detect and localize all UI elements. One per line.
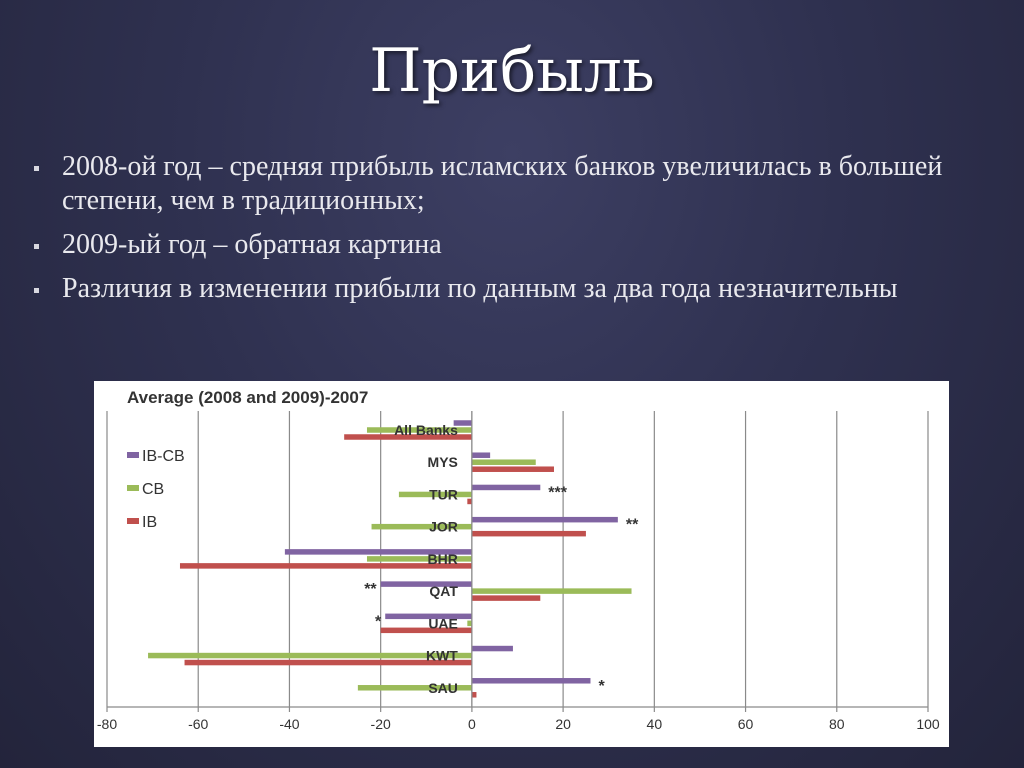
bar (371, 523, 472, 530)
slide-title: Прибыль (369, 36, 655, 106)
bar (380, 581, 472, 587)
x-tick-label: 20 (555, 716, 571, 732)
bar-chart: Average (2008 and 2009)-2007 -80 -60 -40 -20… (97, 388, 940, 732)
legend-swatch (127, 518, 139, 524)
bullet-text: Различия в изменении прибыли по данным з… (62, 273, 898, 304)
x-tick-label: 100 (916, 716, 940, 732)
bar (471, 595, 541, 601)
category-label: QAT (429, 583, 458, 599)
bullet-square-icon (34, 166, 39, 171)
bar (471, 645, 513, 652)
bar (471, 516, 618, 523)
bullet-square-icon (34, 244, 39, 249)
bullet-item: 2009-ый год – обратная картина (32, 228, 992, 262)
bar (471, 588, 632, 594)
bar (471, 452, 491, 458)
x-tick-label: -60 (188, 716, 208, 732)
bar (366, 427, 472, 433)
legend-label: IB (142, 514, 157, 531)
chart-panel: Average (2008 and 2009)-2007 -80 -60 -40 -20… (94, 381, 949, 747)
bullet-list: 2008-ой год – средняя прибыль исламских … (32, 150, 992, 316)
x-tick-label: -40 (279, 716, 299, 732)
bar (344, 434, 472, 440)
category-label: KWT (426, 648, 458, 664)
bullet-text: 2009-ый год – обратная картина (62, 229, 442, 260)
bar (380, 627, 472, 634)
legend-label: CB (142, 481, 164, 498)
bar (467, 620, 472, 627)
significance-label: *** (548, 484, 567, 501)
category-label: BHR (428, 551, 458, 567)
bar (453, 420, 472, 426)
significance-label: ** (364, 581, 377, 598)
bar (471, 530, 586, 537)
bullet-item: Различия в изменении прибыли по данным з… (32, 272, 992, 306)
bar (179, 563, 472, 569)
x-tick-label: 40 (647, 716, 663, 732)
bar (366, 556, 472, 562)
bar (385, 613, 472, 620)
significance-label: * (375, 613, 382, 630)
category-label: TUR (429, 486, 458, 502)
x-tick-label: 60 (738, 716, 754, 732)
bullet-item: 2008-ой год – средняя прибыль исламских … (32, 150, 992, 218)
category-label: UAE (428, 615, 458, 631)
bar (467, 498, 472, 505)
category-label: All Banks (394, 422, 458, 438)
bar (184, 659, 472, 666)
bar (148, 652, 472, 659)
bullet-text: 2008-ой год – средняя прибыль исламских … (62, 151, 943, 216)
legend-swatch (127, 485, 139, 491)
category-label: SAU (428, 680, 458, 696)
bar (357, 685, 472, 691)
bullet-square-icon (34, 288, 39, 293)
bar (398, 491, 472, 498)
category-label: MYS (428, 454, 458, 470)
legend-swatch (127, 452, 139, 458)
bar (471, 459, 536, 465)
bar (471, 484, 541, 491)
x-tick-label: -80 (97, 716, 117, 732)
significance-label: ** (626, 517, 639, 534)
category-label: JOR (429, 519, 458, 535)
bar (471, 466, 554, 472)
significance-label: * (598, 678, 605, 695)
bar (284, 549, 472, 555)
bar (471, 678, 591, 684)
x-tick-label: 0 (468, 716, 476, 732)
x-tick-label: 80 (829, 716, 845, 732)
x-tick-label: -20 (371, 716, 391, 732)
bar (471, 692, 477, 698)
legend-label: IB-CB (142, 448, 185, 465)
chart-title: Average (2008 and 2009)-2007 (127, 388, 368, 407)
